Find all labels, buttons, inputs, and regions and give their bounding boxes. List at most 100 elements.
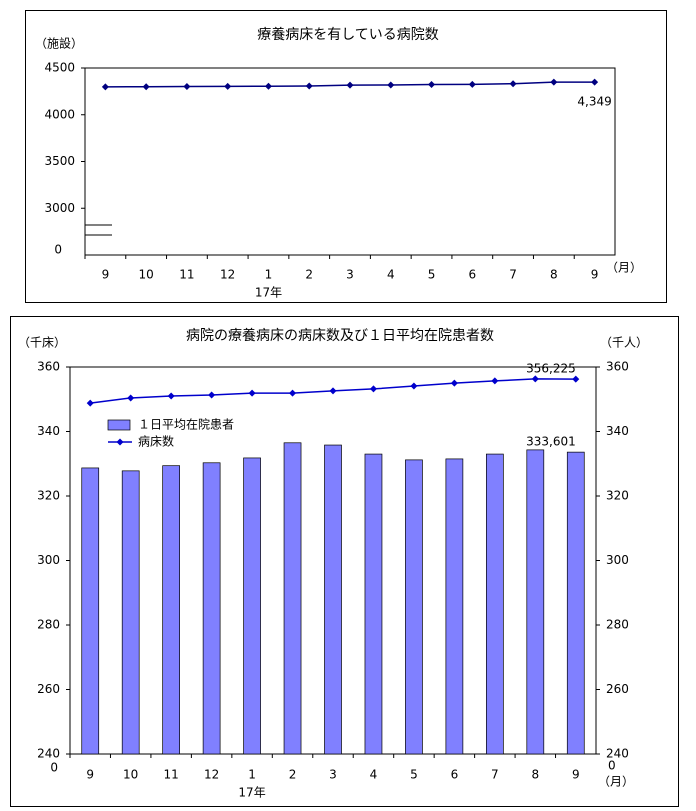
- marker: [428, 81, 436, 89]
- marker: [248, 389, 256, 397]
- x-tick-label: 9: [102, 268, 110, 282]
- chart-frame: [10, 316, 679, 807]
- y2-tick-label: 300: [606, 553, 629, 567]
- marker: [289, 389, 297, 397]
- y-tick-label: 240: [37, 747, 60, 761]
- y2-tick-label: 340: [606, 424, 629, 438]
- x-tick-label: 12: [204, 768, 219, 782]
- marker: [450, 379, 458, 387]
- x-tick-label: 8: [531, 768, 539, 782]
- x-tick-label: 10: [139, 268, 154, 282]
- x-tick-label: 12: [220, 268, 235, 282]
- bar: [405, 459, 423, 755]
- chart-title: 療養病床を有している病院数: [257, 26, 439, 43]
- x-tick-label: 10: [123, 768, 138, 782]
- x-tick-label: 6: [451, 768, 459, 782]
- marker: [208, 391, 216, 399]
- axis-break-label: 0: [608, 759, 616, 773]
- x-tick-label: 4: [387, 268, 395, 282]
- x-tick-label: 5: [428, 268, 436, 282]
- y-tick-label: 260: [37, 682, 60, 696]
- marker: [410, 382, 418, 390]
- x-tick-label: 2: [289, 768, 297, 782]
- bar: [364, 453, 383, 755]
- y-tick-label: 4500: [44, 61, 75, 75]
- axis-break-label: 0: [54, 243, 62, 257]
- marker: [167, 392, 175, 400]
- marker: [305, 82, 313, 90]
- x-tick-label: 7: [509, 268, 517, 282]
- bar: [566, 451, 585, 755]
- marker: [329, 387, 337, 395]
- bar: [162, 465, 181, 755]
- marker: [86, 399, 94, 407]
- bar: [243, 457, 261, 755]
- x-tick-label: 5: [410, 768, 418, 782]
- marker: [224, 82, 232, 90]
- marker: [264, 82, 272, 90]
- bar: [121, 470, 140, 755]
- y2-tick-label: 280: [606, 618, 629, 632]
- marker: [509, 80, 517, 88]
- x-tick-label: 11: [179, 268, 194, 282]
- y-tick-label: 340: [37, 424, 60, 438]
- marker: [369, 385, 377, 393]
- y-tick-label: 280: [37, 618, 60, 632]
- bar: [485, 453, 504, 755]
- x-tick-label: 3: [329, 768, 337, 782]
- marker: [550, 78, 558, 86]
- marker: [572, 375, 580, 383]
- marker: [101, 83, 109, 91]
- y-tick-label: 3500: [44, 154, 75, 168]
- chart-title: 病院の療養病床の病床数及び１日平均在院患者数: [186, 327, 494, 344]
- y-tick-label: 300: [37, 553, 60, 567]
- bar: [324, 444, 342, 755]
- legend-label: １日平均在院患者: [138, 418, 234, 432]
- bar: [283, 442, 302, 755]
- y-axis-label: （施設）: [35, 36, 83, 51]
- marker: [142, 83, 150, 91]
- x-tick-label: 7: [491, 768, 499, 782]
- legend-label: 病床数: [138, 434, 174, 449]
- y2-tick-label: 260: [606, 682, 629, 696]
- x-tick-label: 11: [164, 768, 179, 782]
- y-tick-label: 4000: [44, 107, 75, 121]
- marker: [387, 81, 395, 89]
- year-label: 17年: [238, 786, 265, 800]
- bar: [526, 449, 545, 755]
- marker: [468, 80, 476, 88]
- x-tick-label: 9: [86, 768, 94, 782]
- bar: [202, 462, 221, 755]
- chart-frame: [25, 10, 667, 303]
- x-tick-label: 4: [370, 768, 378, 782]
- y-tick-label: 360: [37, 360, 60, 374]
- value-label: 333,601: [526, 435, 576, 449]
- x-tick-label: 9: [572, 768, 580, 782]
- y-tick-label: 3000: [44, 201, 75, 215]
- plot-frame: [84, 67, 616, 256]
- y2-axis-label: （千人）: [600, 336, 648, 350]
- x-unit-label: （月）: [598, 775, 634, 789]
- bar: [81, 467, 100, 755]
- legend-swatch: [107, 419, 131, 431]
- marker: [491, 377, 499, 385]
- x-unit-label: （月）: [606, 261, 642, 275]
- x-tick-label: 3: [346, 268, 354, 282]
- legend-swatch: [116, 438, 124, 446]
- value-label: 4,349: [577, 95, 611, 109]
- y-axis-label: （千床）: [18, 336, 66, 350]
- marker: [531, 375, 539, 383]
- marker: [183, 83, 191, 91]
- marker: [591, 78, 599, 86]
- y2-tick-label: 240: [606, 747, 629, 761]
- year-label: 17年: [255, 286, 282, 300]
- y2-tick-label: 320: [606, 489, 629, 503]
- axis-break-label: 0: [50, 761, 58, 775]
- x-tick-label: 2: [305, 268, 313, 282]
- marker: [127, 394, 135, 402]
- x-tick-label: 6: [468, 268, 476, 282]
- value-label: 356,225: [526, 362, 576, 376]
- y2-tick-label: 360: [606, 360, 629, 374]
- marker: [346, 81, 354, 89]
